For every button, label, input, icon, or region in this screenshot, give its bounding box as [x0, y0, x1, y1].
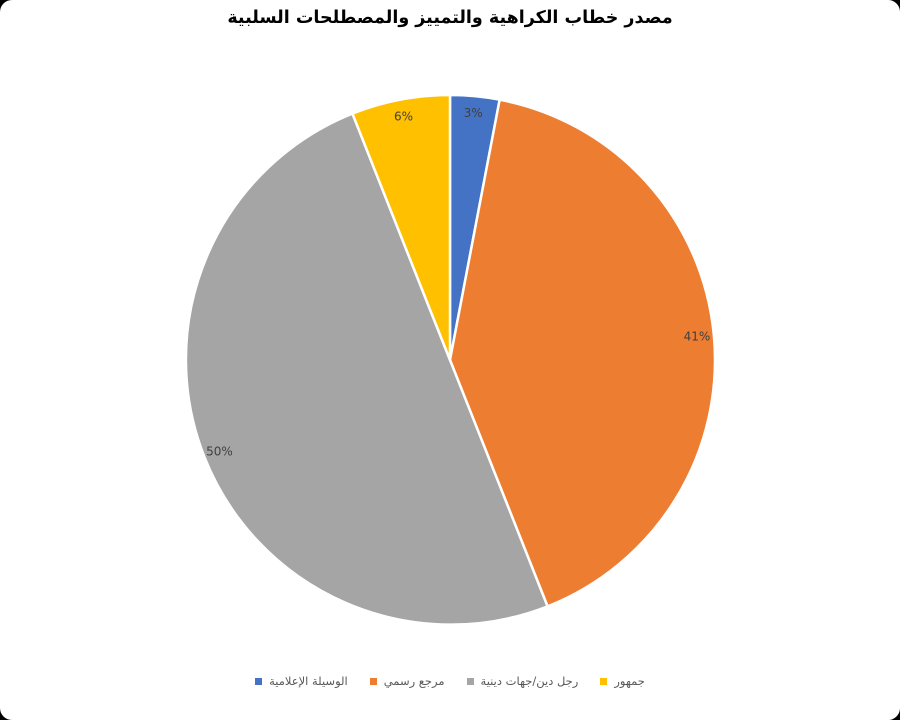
- legend-label: مرجع رسمي: [383, 674, 445, 688]
- legend-label: الوسيلة الإعلامية: [269, 674, 348, 688]
- chart-title: مصدر خطاب الكراهية والتمييز والمصطلحات ا…: [227, 8, 673, 28]
- pie-data-label-3: 6%: [394, 109, 413, 123]
- pie-data-label-0: 3%: [464, 106, 483, 120]
- legend: الوسيلة الإعلامية مرجع رسمي رجل دين/جهات…: [0, 668, 900, 694]
- pie-data-label-2: 50%: [206, 444, 233, 458]
- legend-item-official-reference: مرجع رسمي: [369, 674, 445, 688]
- legend-item-public: جمهور: [600, 674, 645, 688]
- legend-swatch-blue: [255, 677, 263, 685]
- legend-swatch-orange: [369, 677, 377, 685]
- legend-item-media-outlet: الوسيلة الإعلامية: [255, 674, 348, 688]
- legend-label: جمهور: [614, 674, 645, 688]
- pie-slice-3: [351, 93, 452, 362]
- legend-item-religious-figures: رجل دين/جهات دينية: [466, 674, 579, 688]
- legend-swatch-yellow: [600, 677, 608, 685]
- pie-slice-2: [184, 112, 549, 626]
- legend-swatch-gray: [466, 677, 474, 685]
- pie-slice-1: [448, 98, 717, 608]
- pie-data-label-1: 41%: [684, 330, 711, 344]
- legend-label: رجل دين/جهات دينية: [480, 674, 579, 688]
